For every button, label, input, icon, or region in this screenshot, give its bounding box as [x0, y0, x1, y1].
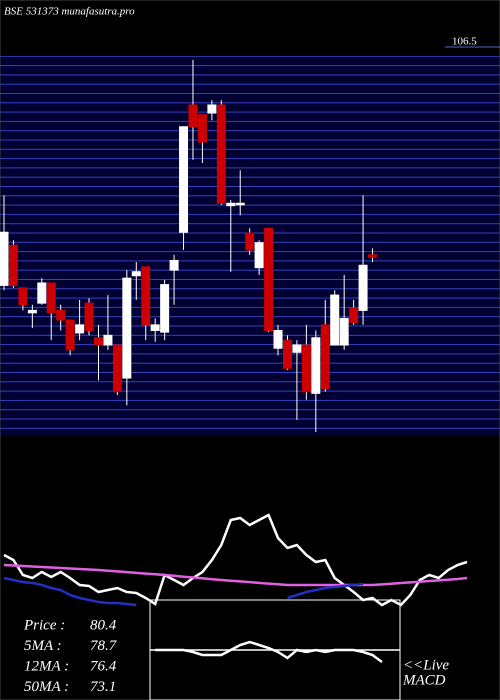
- candle-body: [358, 264, 368, 311]
- candle-body: [264, 227, 274, 332]
- readout-label: 5MA :: [24, 638, 62, 654]
- candle-body: [273, 330, 283, 349]
- candle-body: [103, 334, 113, 346]
- candle-body: [150, 324, 160, 332]
- indicator-line: [3, 563, 468, 587]
- candle-body: [207, 104, 217, 114]
- indicator-line: [155, 640, 383, 664]
- candle-body: [75, 324, 85, 334]
- candle-body: [8, 244, 18, 286]
- candle-body: [339, 317, 349, 346]
- indicator-line: [3, 513, 468, 607]
- chart-title: BSE 531373 munafasutra.pro: [4, 6, 135, 18]
- candle-body: [18, 287, 28, 306]
- candle-body: [160, 284, 170, 333]
- candle-body: [349, 307, 359, 323]
- candle-body: [330, 294, 340, 346]
- candle-body: [169, 259, 179, 271]
- readout-label: 50MA :: [24, 679, 69, 695]
- readout-value: 78.7: [90, 638, 118, 654]
- candle-body: [56, 309, 66, 321]
- candle-body: [65, 319, 75, 351]
- candle-body: [254, 242, 264, 269]
- candle-body: [122, 277, 132, 379]
- candle-body: [311, 337, 321, 394]
- candle-body: [292, 344, 302, 353]
- live-label: <<Live: [403, 657, 449, 673]
- y-tick-label: 106.5: [452, 36, 477, 48]
- candle-body: [112, 344, 122, 393]
- candle-body: [226, 202, 236, 207]
- candle-body: [282, 339, 292, 369]
- candle-body: [0, 231, 9, 286]
- readout-label: Price :: [23, 617, 65, 633]
- macd-label: MACD: [402, 672, 446, 688]
- candle-body: [37, 282, 47, 304]
- candle-body: [188, 104, 198, 128]
- candle-body: [46, 282, 56, 314]
- candle-body: [235, 202, 245, 206]
- readout-label: 12MA :: [24, 658, 69, 674]
- candle-body: [216, 104, 226, 204]
- candle-body: [368, 254, 378, 258]
- readout-value: 76.4: [90, 658, 117, 674]
- candle-body: [179, 126, 189, 233]
- indicator-line: [3, 576, 364, 607]
- candle-body: [93, 337, 103, 346]
- candle-body: [141, 266, 151, 326]
- candle-body: [245, 232, 255, 251]
- readout-value: 80.4: [90, 617, 117, 633]
- candle-body: [301, 344, 311, 393]
- candle-body: [320, 324, 330, 390]
- candle-body: [197, 114, 207, 143]
- readout-value: 73.1: [90, 679, 116, 695]
- candle-body: [131, 271, 141, 277]
- candle-body: [27, 309, 37, 314]
- candle-body: [84, 302, 94, 332]
